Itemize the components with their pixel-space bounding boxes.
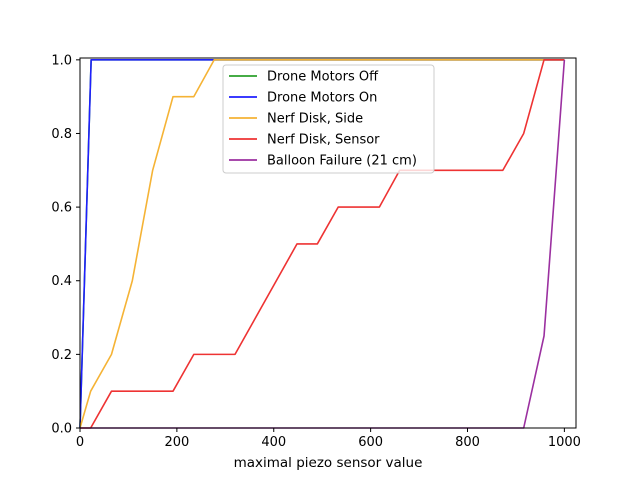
plot-frame — [79, 57, 577, 429]
legend-label-nerf-disk-side: Nerf Disk, Side — [267, 112, 363, 127]
series-line-nerf-disk-sensor — [80, 59, 565, 429]
x-axis-label: maximal piezo sensor value — [234, 455, 423, 471]
x-tick-label: 600 — [358, 435, 383, 450]
y-axis-ticks: 0.0 0.2 0.4 0.6 0.8 1.0 — [51, 53, 80, 437]
legend-label-balloon-failure-21-cm: Balloon Failure (21 cm) — [267, 154, 417, 169]
y-tick-label: 0.4 — [51, 274, 72, 289]
legend: Drone Motors Off Drone Motors On Nerf Disk… — [222, 64, 435, 174]
x-tick-label: 0 — [76, 435, 84, 450]
legend-label-drone-motors-on: Drone Motors On — [267, 91, 377, 106]
x-tick-label: 800 — [455, 435, 480, 450]
y-tick-label: 0.6 — [51, 201, 72, 216]
legend-label-drone-motors-off: Drone Motors Off — [267, 70, 379, 85]
x-axis-ticks: 0 200 400 600 800 1000 — [76, 428, 581, 450]
x-tick-label: 400 — [261, 435, 286, 450]
y-tick-label: 0.0 — [51, 422, 72, 437]
y-tick-label: 1.0 — [51, 53, 72, 68]
y-tick-label: 0.2 — [51, 348, 72, 363]
x-tick-label: 200 — [164, 435, 189, 450]
legend-label-nerf-disk-sensor: Nerf Disk, Sensor — [267, 133, 380, 148]
series-line-nerf-disk-side — [79, 59, 565, 429]
y-tick-label: 0.8 — [51, 127, 72, 142]
legend-box — [222, 64, 435, 174]
x-tick-label: 1000 — [548, 435, 581, 450]
